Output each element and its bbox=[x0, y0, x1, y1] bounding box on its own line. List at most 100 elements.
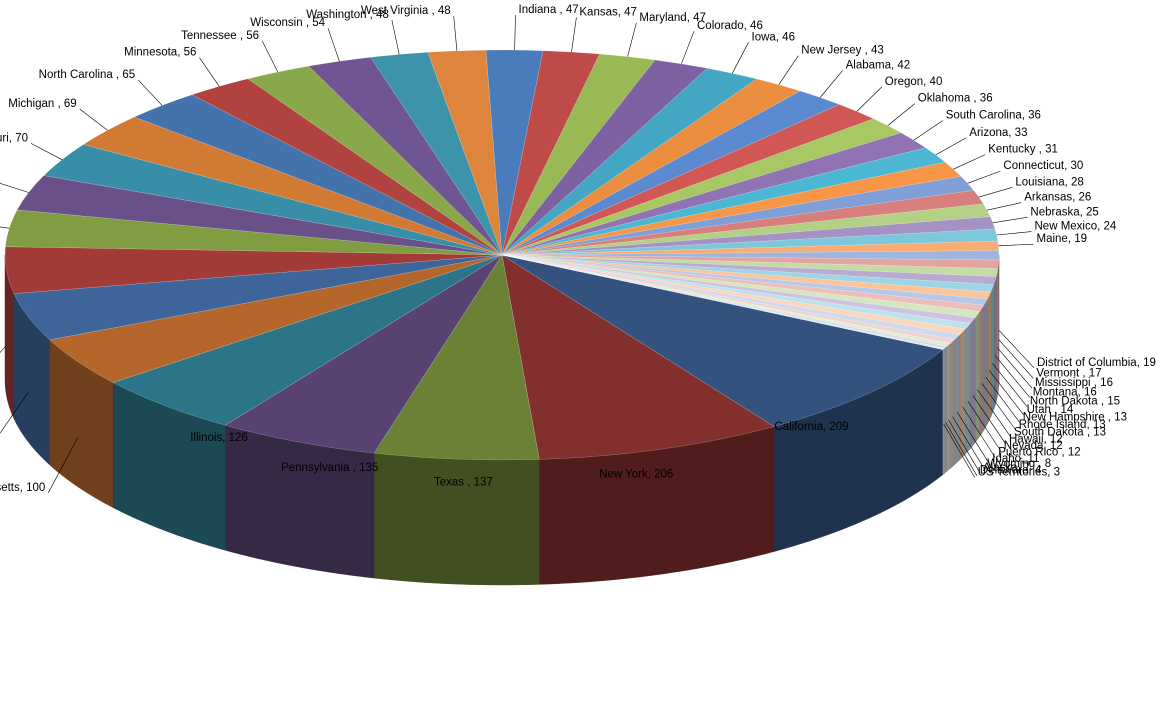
leader-line-maine bbox=[998, 243, 1034, 247]
slice-label-tennessee: Tennessee , 56 bbox=[181, 30, 259, 42]
leader-line-delaware bbox=[945, 422, 978, 476]
leader-line-michigan bbox=[79, 108, 108, 131]
slice-label-colorado: Colorado, 46 bbox=[697, 20, 763, 32]
leader-line-utah bbox=[988, 370, 1024, 415]
leader-line-virginia bbox=[0, 226, 10, 229]
leader-line-missouri bbox=[30, 143, 63, 160]
pie-slice-texas bbox=[373, 254, 540, 461]
leader-line-alaska bbox=[948, 419, 981, 473]
slice-label-kansas: Kansas, 47 bbox=[579, 6, 637, 18]
slice-label-wisconsin: Wisconsin , 54 bbox=[250, 17, 325, 29]
slice-label-maryland: Maryland, 47 bbox=[639, 12, 705, 24]
pie-slice-new-york bbox=[501, 254, 775, 460]
leader-line-hawaii bbox=[972, 395, 1007, 445]
leader-line-west-virginia bbox=[453, 15, 458, 51]
leader-line-wisconsin bbox=[327, 28, 340, 62]
slice-label-north-dakota: North Dakota , 15 bbox=[1030, 395, 1120, 407]
slice-label-texas: Texas , 137 bbox=[434, 477, 493, 489]
slice-label-idaho: Idaho, 11 bbox=[992, 453, 1039, 465]
pie-side-new-hampshire bbox=[983, 298, 988, 431]
slice-label-nevada: Nevada, 12 bbox=[1004, 440, 1063, 452]
leader-line-nevada bbox=[967, 401, 1002, 452]
leader-line-nebraska bbox=[992, 217, 1028, 224]
slice-label-pennsylvania: Pennsylvania , 135 bbox=[281, 462, 378, 474]
slice-label-north-carolina: North Carolina , 65 bbox=[39, 69, 136, 81]
pie-side-north-dakota bbox=[990, 284, 995, 418]
pie-side-layer bbox=[4, 254, 1000, 586]
leader-line-connecticut bbox=[967, 170, 1001, 184]
slice-label-delaware: Delaware, 4 bbox=[980, 465, 1042, 477]
slice-label-oregon: Oregon, 40 bbox=[885, 76, 943, 88]
slice-label-south-dakota: South Dakota , 13 bbox=[1014, 426, 1106, 438]
slice-label-massachusetts: Massachusetts, 100 bbox=[0, 482, 45, 494]
slice-label-iowa: Iowa, 46 bbox=[752, 31, 795, 43]
slice-label-montana: Montana, 16 bbox=[1033, 386, 1097, 398]
leader-line-north-dakota bbox=[992, 363, 1028, 407]
leader-line-wyoming bbox=[952, 416, 985, 469]
leader-line-district-of-columbia bbox=[998, 330, 1035, 369]
slice-label-indiana: Indiana , 47 bbox=[519, 4, 579, 16]
leader-line-idaho bbox=[957, 412, 990, 464]
pie-side-rhode-island bbox=[979, 304, 985, 438]
leader-line-us-territories bbox=[943, 423, 976, 478]
slice-label-west-virginia: West Virginia , 48 bbox=[361, 5, 451, 17]
pie-side-nevada bbox=[965, 322, 971, 455]
pie-slice-us-territories bbox=[501, 254, 945, 350]
slice-label-maine: Maine, 19 bbox=[1037, 233, 1088, 245]
leader-line-new-jersey bbox=[778, 55, 799, 85]
leader-line-arizona bbox=[935, 137, 967, 156]
pie-side-texas bbox=[373, 452, 540, 586]
leader-line-minnesota bbox=[199, 57, 220, 87]
slice-label-new-hampshire: New Hampshire , 13 bbox=[1023, 412, 1127, 424]
leader-line-ohio bbox=[0, 345, 7, 354]
slice-label-us-territories: US Territories, 3 bbox=[978, 467, 1060, 479]
slice-label-arizona: Arizona, 33 bbox=[969, 127, 1027, 139]
slice-label-district-of-columbia: District of Columbia, 19 bbox=[1037, 357, 1156, 369]
leader-line-maryland bbox=[627, 22, 637, 57]
slice-label-nebraska: Nebraska, 25 bbox=[1030, 206, 1098, 218]
leader-line-mississippi bbox=[996, 347, 1033, 389]
slice-label-michigan: Michigan , 69 bbox=[8, 98, 76, 110]
leader-line-oregon bbox=[856, 86, 883, 112]
slice-label-oklahoma: Oklahoma , 36 bbox=[918, 93, 993, 105]
slice-label-kentucky: Kentucky , 31 bbox=[988, 144, 1058, 156]
slice-label-alabama: Alabama, 42 bbox=[846, 60, 911, 72]
leader-line-puerto-rico bbox=[962, 406, 996, 458]
leader-line-oklahoma bbox=[887, 103, 915, 126]
leader-line-kentucky bbox=[953, 154, 986, 170]
pie-slice-california bbox=[501, 254, 944, 427]
slice-label-new-jersey: New Jersey , 43 bbox=[801, 45, 883, 57]
leader-line-new-mexico bbox=[996, 231, 1032, 236]
leader-line-iowa bbox=[732, 42, 749, 74]
slice-label-puerto-rico: Puerto Rico , 12 bbox=[998, 447, 1080, 459]
slice-label-louisiana: Louisiana, 28 bbox=[1015, 176, 1083, 188]
pie-side-delaware bbox=[944, 346, 947, 474]
slice-label-utah: Utah , 14 bbox=[1027, 404, 1074, 416]
leader-line-north-carolina bbox=[137, 79, 163, 106]
pie-side-wyoming bbox=[950, 339, 955, 469]
leader-line-rhode-island bbox=[981, 383, 1016, 431]
leader-line-south-carolina bbox=[913, 120, 943, 141]
leader-line-new-hampshire bbox=[985, 376, 1021, 423]
pie-slice-pennsylvania bbox=[224, 254, 503, 454]
slice-labels-layer: California, 209 New York, 206 Texas , 137 P… bbox=[0, 4, 1156, 494]
slice-label-mississippi: Mississippi , 16 bbox=[1035, 377, 1113, 389]
leader-lines-layer bbox=[0, 15, 1035, 493]
leader-line-indiana bbox=[514, 15, 516, 51]
slice-label-vermont: Vermont , 17 bbox=[1036, 367, 1101, 379]
slice-label-hawaii: Hawaii, 12 bbox=[1009, 433, 1063, 445]
leader-line-arkansas bbox=[986, 202, 1022, 211]
pie-side-hawaii bbox=[970, 317, 976, 449]
slice-label-alaska: Alaska, 7 bbox=[983, 462, 1030, 474]
leader-line-kansas bbox=[571, 17, 577, 53]
leader-line-montana bbox=[994, 355, 1031, 398]
slice-label-connecticut: Connecticut, 30 bbox=[1003, 160, 1083, 172]
slice-label-missouri: Missouri, 70 bbox=[0, 132, 28, 144]
leader-line-louisiana bbox=[978, 187, 1013, 198]
slice-label-arkansas: Arkansas, 26 bbox=[1024, 192, 1091, 204]
pie-side-us-territories bbox=[942, 347, 945, 476]
leader-line-massachusetts bbox=[48, 436, 79, 493]
leader-line-vermont bbox=[998, 339, 1034, 379]
